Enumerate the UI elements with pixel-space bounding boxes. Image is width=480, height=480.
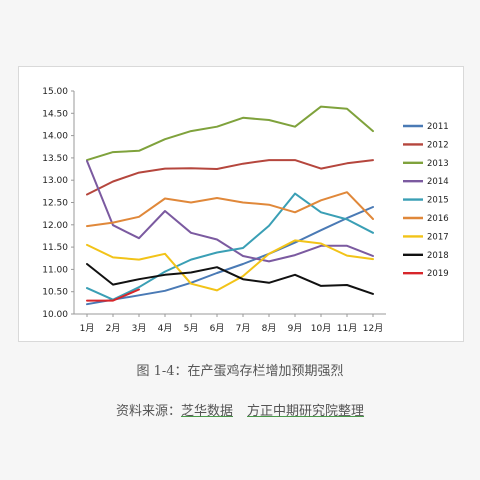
legend-label-2018: 2018: [427, 251, 449, 261]
chart-area: [18, 66, 464, 342]
y-tick-label: 12.00: [42, 221, 68, 231]
x-tick-label: 4月: [158, 323, 173, 334]
x-tick-label: 8月: [262, 323, 277, 334]
x-tick-label: 5月: [184, 323, 199, 334]
y-tick-label: 11.00: [42, 265, 68, 275]
y-tick-label: 14.50: [42, 109, 68, 119]
x-tick-label: 9月: [288, 323, 303, 334]
y-tick-label: 10.50: [42, 288, 68, 298]
line-chart: 15.00 14.50 14.00 13.50 13.00 12.50 12.00 11.50…: [42, 87, 449, 334]
source-b: 方正中期研究院整理: [247, 404, 365, 419]
source-prefix: 资料来源：: [115, 404, 181, 419]
y-tick-label: 13.50: [42, 154, 68, 164]
legend-label-2011: 2011: [427, 122, 449, 132]
legend-label-2014: 2014: [427, 177, 449, 187]
y-tick-label: 10.00: [42, 310, 68, 320]
series-line-2015: [86, 192, 374, 301]
source-note: 资料来源：芝华数据 方正中期研究院整理: [0, 400, 480, 419]
series-line-2013: [86, 105, 374, 162]
x-tick-label: 10月: [311, 323, 331, 334]
y-tick-label: 14.00: [42, 132, 68, 142]
x-tick-label: 11月: [337, 323, 357, 334]
series-layer: [86, 105, 374, 306]
x-tick-label: 12月: [363, 323, 383, 334]
source-a: 芝华数据: [180, 404, 233, 419]
series-line-2016: [86, 191, 374, 228]
series-line-2011: [86, 206, 374, 306]
y-tick-label: 11.50: [42, 243, 68, 253]
legend-label-2016: 2016: [427, 214, 449, 224]
legend: 2011 2012 2013 2014 2015 2016 2017 2018 2019: [403, 122, 449, 279]
x-tick-label: 2月: [106, 323, 121, 334]
x-tick-label: 7月: [236, 323, 251, 334]
x-tick-label: 1月: [80, 323, 95, 334]
y-tick-label: 12.50: [42, 199, 68, 209]
series-line-2019: [86, 288, 140, 302]
legend-label-2019: 2019: [427, 269, 449, 279]
series-line-2012: [86, 159, 374, 196]
legend-label-2013: 2013: [427, 159, 449, 169]
x-tick-label: 3月: [132, 323, 147, 334]
axes: 15.00 14.50 14.00 13.50 13.00 12.50 12.00 11.50…: [42, 87, 386, 334]
y-tick-label: 13.00: [42, 176, 68, 186]
series-line-2018: [86, 263, 374, 295]
legend-label-2015: 2015: [427, 196, 449, 206]
legend-label-2017: 2017: [427, 232, 449, 242]
figure-caption: 图 1-4：在产蛋鸡存栏增加预期强烈: [136, 364, 344, 379]
y-tick-label: 15.00: [42, 87, 68, 97]
x-tick-label: 6月: [210, 323, 225, 334]
series-line-2017: [86, 239, 374, 292]
legend-label-2012: 2012: [427, 140, 449, 150]
